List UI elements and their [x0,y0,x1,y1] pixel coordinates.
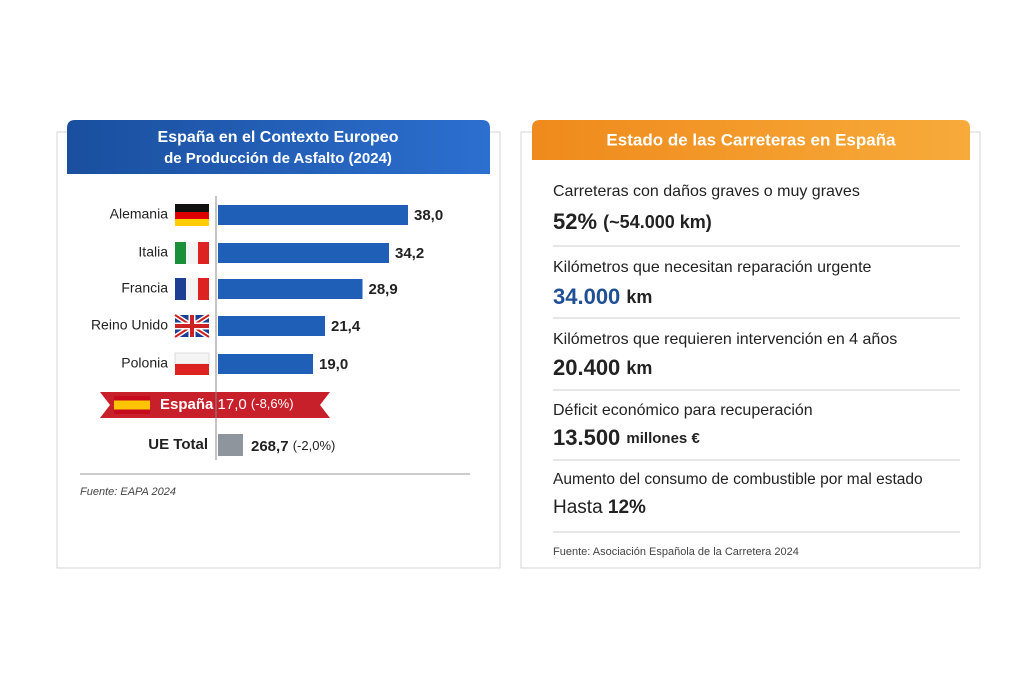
value: 12% [608,497,646,518]
highlight-ribbon [100,392,330,418]
left-header [67,120,490,174]
highlight-text: España 17,0 (-8,6%) [160,396,294,413]
value-label: 28,9 [369,281,398,298]
right-header [532,120,970,160]
value-label: 21,4 [331,318,361,335]
detail: (~54.000 km) [603,212,712,232]
bar [218,316,325,336]
item-value: 52% (~54.000 km) [553,209,712,234]
bar [218,354,313,374]
bar [218,205,408,225]
item-value: Hasta 12% [553,497,646,518]
detail: km [626,358,652,378]
panel-title: Estado de las Carreteras en España [606,130,896,149]
total-value: 268,7 [251,438,289,455]
value-label: 38,0 [414,207,443,224]
item-label: Kilómetros que necesitan reparación urge… [553,259,872,276]
item-label: Déficit económico para recuperación [553,402,813,419]
bar [218,243,389,263]
total-text: 268,7 (-2,0%) [251,438,335,455]
value: 13.500 [553,425,620,450]
item-label: Aumento del consumo de combustible por m… [553,471,923,488]
chart-title: de Producción de Asfalto (2024) [164,150,392,167]
item-value: 20.400 km [553,355,652,380]
flag [114,400,150,410]
right-card [520,131,981,569]
highlight-change: (-8,6%) [251,396,294,411]
highlight-value: 17,0 [218,396,247,413]
detail: km [626,287,652,307]
source: Fuente: EAPA 2024 [80,486,176,498]
category-label: Italia [138,244,168,260]
total-change: (-2,0%) [293,438,336,453]
prefix: Hasta [553,497,603,518]
left-card [56,131,501,569]
detail: millones € [626,430,700,447]
highlight-name: España [160,396,214,413]
bar [218,279,363,299]
value: 34.000 [553,284,620,309]
total-name: UE Total [148,436,208,453]
category-label: Francia [121,280,168,296]
category-label: Reino Unido [91,317,168,333]
item-value: 34.000 km [553,284,652,309]
category-label: Alemania [110,206,169,222]
chart-title: España en el Contexto Europeo [158,129,399,146]
flags [173,204,211,375]
value: 52% [553,209,597,234]
source: Fuente: Asociación Española de la Carret… [553,546,799,558]
category-label: Polonia [121,355,168,371]
total-stub [218,434,243,456]
item-value: 13.500 millones € [553,425,700,450]
value-label: 34,2 [395,245,424,262]
value-label: 19,0 [319,356,348,373]
item-label: Carreteras con daños graves o muy graves [553,183,860,200]
item-label: Kilómetros que requieren intervención en… [553,331,897,348]
value: 20.400 [553,355,620,380]
